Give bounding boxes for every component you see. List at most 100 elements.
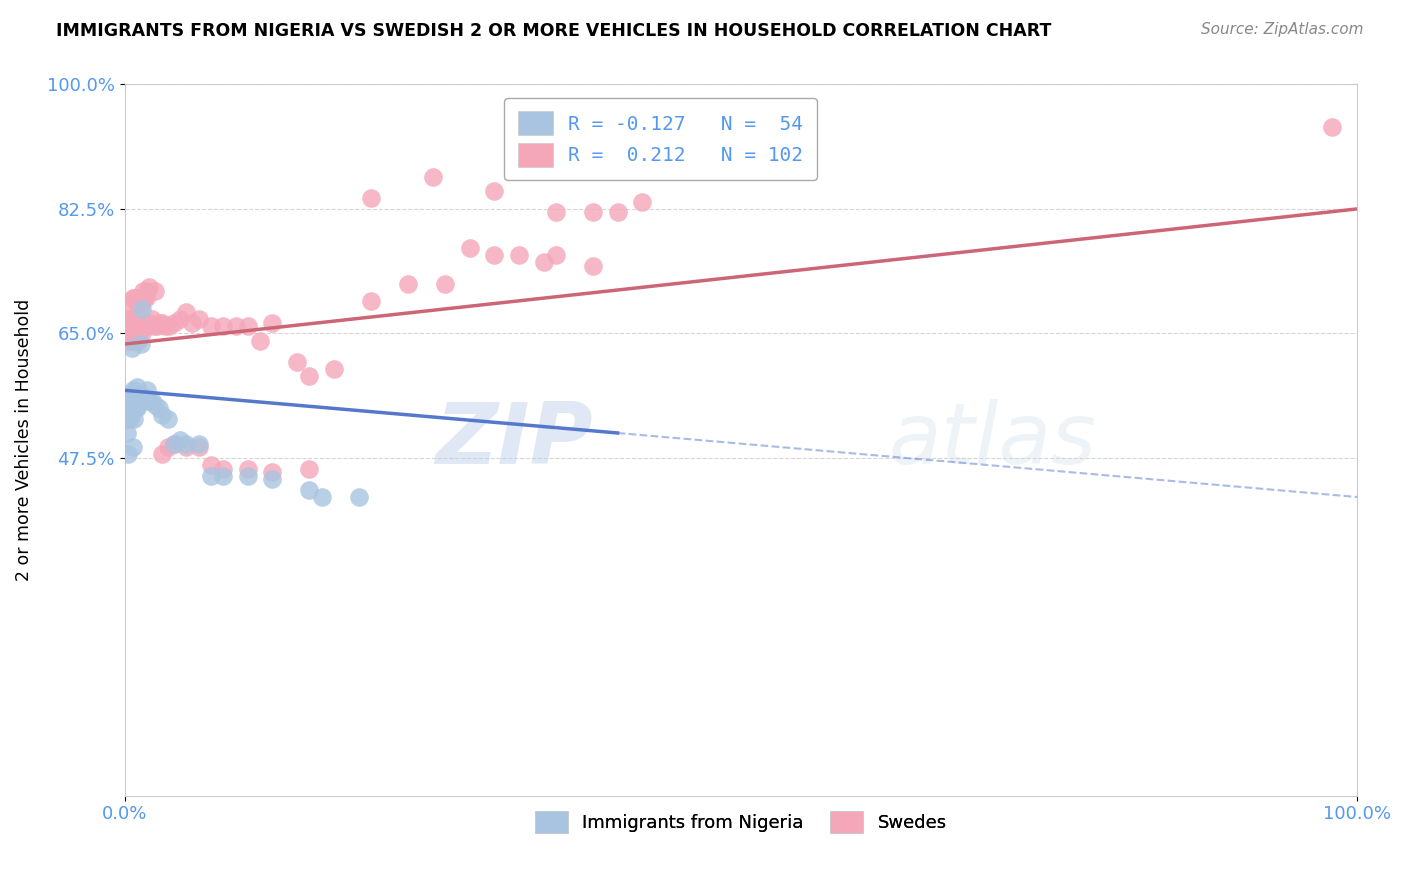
Point — [115, 425, 138, 440]
Point — [396, 277, 419, 291]
Point — [120, 319, 142, 334]
Point — [117, 319, 139, 334]
Point — [150, 408, 173, 422]
Point — [484, 184, 506, 198]
Point — [117, 394, 139, 409]
Point — [117, 334, 139, 348]
Point — [124, 291, 146, 305]
Point — [121, 298, 143, 312]
Point — [631, 194, 654, 209]
Point — [118, 411, 141, 425]
Legend: Immigrants from Nigeria, Swedes: Immigrants from Nigeria, Swedes — [527, 804, 953, 840]
Point — [125, 334, 148, 348]
Point — [508, 248, 530, 262]
Text: atlas: atlas — [889, 399, 1097, 482]
Point — [131, 301, 153, 316]
Point — [606, 205, 628, 219]
Point — [127, 334, 149, 348]
Point — [225, 319, 247, 334]
Point — [121, 334, 143, 348]
Point — [125, 294, 148, 309]
Point — [134, 391, 156, 405]
Point — [163, 316, 186, 330]
Point — [150, 447, 173, 461]
Point — [169, 312, 191, 326]
Point — [122, 319, 145, 334]
Point — [347, 490, 370, 504]
Y-axis label: 2 or more Vehicles in Household: 2 or more Vehicles in Household — [15, 299, 32, 582]
Point — [125, 401, 148, 415]
Point — [125, 326, 148, 341]
Point — [125, 398, 148, 412]
Point — [120, 323, 142, 337]
Point — [143, 319, 166, 334]
Point — [121, 341, 143, 355]
Point — [124, 394, 146, 409]
Point — [120, 394, 142, 409]
Point — [127, 323, 149, 337]
Point — [135, 319, 157, 334]
Point — [125, 401, 148, 415]
Point — [212, 319, 235, 334]
Point — [121, 401, 143, 415]
Point — [122, 384, 145, 398]
Point — [132, 394, 155, 409]
Point — [544, 248, 567, 262]
Point — [115, 319, 138, 334]
Point — [323, 362, 346, 376]
Point — [135, 384, 157, 398]
Point — [187, 436, 209, 450]
Point — [157, 319, 180, 334]
Point — [124, 411, 146, 425]
Point — [298, 483, 321, 497]
Point — [129, 337, 152, 351]
Point — [118, 404, 141, 418]
Point — [145, 319, 167, 334]
Point — [1322, 120, 1344, 135]
Text: IMMIGRANTS FROM NIGERIA VS SWEDISH 2 OR MORE VEHICLES IN HOUSEHOLD CORRELATION C: IMMIGRANTS FROM NIGERIA VS SWEDISH 2 OR … — [56, 22, 1052, 40]
Point — [582, 205, 605, 219]
Point — [181, 316, 204, 330]
Point — [125, 380, 148, 394]
Point — [132, 319, 155, 334]
Point — [115, 326, 138, 341]
Point — [129, 319, 152, 334]
Point — [135, 319, 157, 334]
Point — [200, 319, 222, 334]
Point — [249, 334, 271, 348]
Point — [582, 259, 605, 273]
Point — [174, 436, 197, 450]
Point — [121, 316, 143, 330]
Point — [122, 440, 145, 454]
Point — [155, 319, 177, 334]
Point — [262, 472, 284, 486]
Point — [156, 440, 179, 454]
Point — [236, 468, 259, 483]
Point — [212, 461, 235, 475]
Point — [200, 468, 222, 483]
Point — [128, 291, 150, 305]
Point — [131, 294, 153, 309]
Point — [118, 398, 141, 412]
Point — [120, 401, 142, 415]
Point — [169, 433, 191, 447]
Point — [115, 411, 138, 425]
Point — [120, 387, 142, 401]
Point — [236, 461, 259, 475]
Text: ZIP: ZIP — [436, 399, 593, 482]
Point — [174, 305, 197, 319]
Point — [136, 319, 159, 334]
Point — [236, 319, 259, 334]
Point — [129, 298, 152, 312]
Point — [148, 401, 170, 415]
Text: Source: ZipAtlas.com: Source: ZipAtlas.com — [1201, 22, 1364, 37]
Point — [285, 355, 308, 369]
Point — [138, 394, 160, 409]
Point — [434, 277, 457, 291]
Point — [138, 316, 160, 330]
Point — [117, 391, 139, 405]
Point — [117, 447, 139, 461]
Point — [360, 294, 382, 309]
Point — [125, 316, 148, 330]
Point — [122, 401, 145, 415]
